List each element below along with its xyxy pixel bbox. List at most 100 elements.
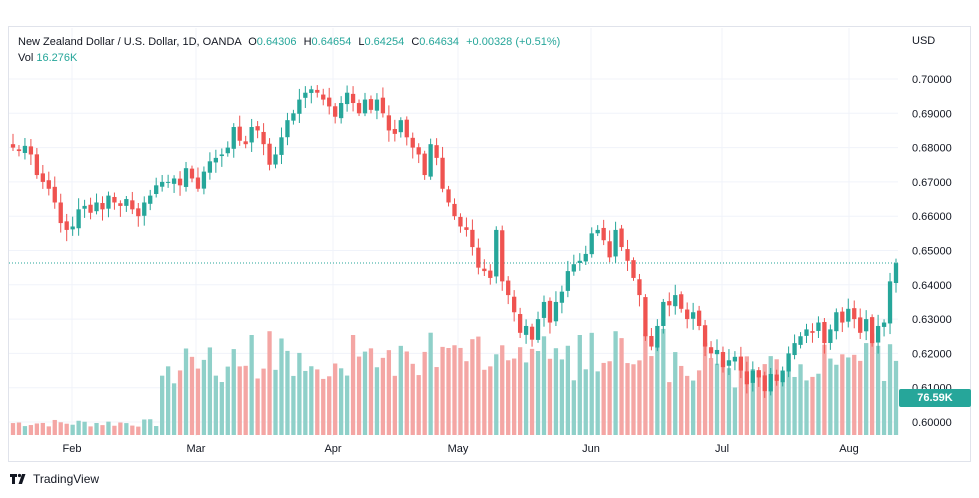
change-value: +0.00328 (+0.51%) — [466, 36, 561, 48]
volume-bar — [732, 387, 738, 435]
volume-bar — [344, 375, 350, 435]
volume-bar — [386, 350, 392, 435]
candle-body — [541, 301, 547, 318]
candle-body — [333, 106, 338, 117]
candle-body — [350, 93, 356, 104]
volume-bar — [148, 419, 153, 435]
volume-bar — [392, 375, 397, 435]
candle-body — [691, 312, 696, 319]
chart-frame[interactable] — [8, 26, 971, 462]
volume-bar — [494, 354, 499, 435]
candle-body — [702, 325, 708, 347]
x-tick-label: Aug — [839, 443, 859, 455]
candle-body — [106, 195, 111, 209]
volume-bar — [261, 368, 266, 435]
candle-body — [655, 325, 660, 348]
candle-body — [846, 308, 851, 322]
candle-body — [607, 241, 612, 258]
volume-bar — [517, 347, 523, 435]
volume-bar — [858, 360, 863, 435]
volume-bar — [76, 420, 81, 435]
candle-body — [864, 319, 869, 332]
brand-footer[interactable]: TradingView — [10, 472, 99, 486]
candle-body — [404, 119, 409, 138]
candle-body — [237, 126, 242, 141]
candle-body — [297, 99, 302, 114]
volume-bar — [22, 426, 28, 435]
high-label: H — [303, 36, 312, 48]
candle-body — [780, 370, 785, 383]
volume-bar — [673, 352, 678, 435]
volume-bar — [792, 376, 797, 435]
volume-bar — [529, 348, 535, 435]
volume-bar — [404, 351, 409, 435]
volume-bar — [655, 339, 660, 435]
candle-body — [327, 97, 332, 107]
candle-body — [362, 99, 368, 114]
volume-label[interactable]: Vol — [18, 52, 34, 64]
low-label: L — [358, 36, 365, 48]
candle-body — [494, 229, 499, 277]
volume-bar — [64, 423, 69, 435]
volume-bar — [142, 419, 147, 435]
volume-bar — [82, 421, 87, 435]
candle-body — [523, 325, 529, 335]
volume-bar — [470, 339, 475, 435]
candle-body — [696, 310, 702, 326]
candle-body — [750, 370, 755, 383]
volume-bar — [165, 366, 171, 435]
candle-body — [601, 227, 606, 241]
candle-body — [834, 312, 839, 332]
volume-bar — [422, 351, 427, 435]
volume-bar — [154, 426, 159, 435]
volume-bar — [428, 332, 433, 435]
candle-body — [154, 185, 159, 194]
candle-body — [76, 209, 81, 229]
candle-body — [720, 352, 726, 368]
candle-body — [321, 94, 326, 100]
volume-bar — [88, 426, 93, 435]
volume-bar — [368, 348, 374, 435]
candle-body — [482, 268, 487, 272]
volume-bar — [744, 356, 749, 435]
volume-bar — [512, 358, 517, 435]
volume-bar — [327, 376, 332, 435]
y-tick-label: 0.70000 — [912, 74, 952, 86]
candle-body — [189, 168, 195, 179]
x-tick-label: Jul — [715, 443, 729, 455]
volume-bar — [887, 344, 893, 435]
x-tick-label: Jun — [582, 443, 600, 455]
candle-body — [595, 229, 600, 234]
candle-body — [171, 178, 177, 184]
close-label: C — [411, 36, 420, 48]
volume-bar — [58, 422, 63, 435]
candle-body — [142, 202, 147, 216]
volume-bar — [822, 344, 827, 435]
volume-bar — [237, 366, 242, 435]
volume-bar — [267, 331, 272, 435]
candle-body — [816, 322, 821, 331]
candle-body — [887, 281, 893, 324]
open-label: O — [248, 36, 257, 48]
candle-body — [673, 295, 678, 307]
volume-bar — [810, 376, 815, 435]
candle-body — [225, 147, 230, 154]
volume-bar — [804, 380, 809, 435]
candle-body — [589, 233, 594, 255]
volume-bar — [464, 361, 469, 435]
candle-body — [201, 171, 207, 189]
volume-bar — [100, 425, 105, 435]
volume-bar — [720, 360, 726, 435]
symbol-title[interactable]: New Zealand Dollar / U.S. Dollar, 1D, OA… — [18, 36, 242, 48]
volume-bar — [380, 357, 386, 435]
volume-bar — [661, 328, 666, 435]
candle-body — [398, 120, 403, 133]
candle-body — [893, 263, 899, 284]
candle-body — [571, 264, 576, 272]
volume-bar — [786, 360, 791, 435]
candle-body — [22, 145, 28, 153]
candle-body — [165, 181, 171, 183]
volume-bar — [446, 348, 451, 435]
candle-body — [356, 103, 362, 114]
